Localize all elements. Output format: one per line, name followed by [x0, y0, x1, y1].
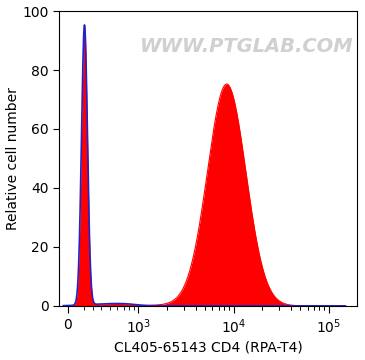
Y-axis label: Relative cell number: Relative cell number	[5, 87, 20, 230]
Text: WWW.PTGLAB.COM: WWW.PTGLAB.COM	[140, 37, 354, 56]
X-axis label: CL405-65143 CD4 (RPA-T4): CL405-65143 CD4 (RPA-T4)	[114, 341, 303, 355]
